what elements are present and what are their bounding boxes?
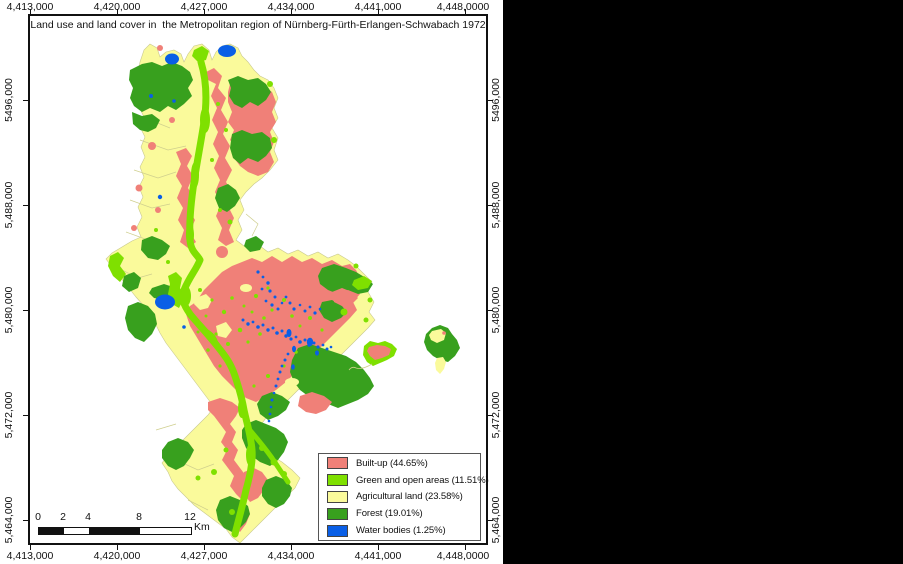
axis-tick bbox=[117, 545, 118, 550]
scalebar-segment bbox=[39, 528, 64, 534]
detached-settlement-piece bbox=[348, 341, 397, 371]
axis-label: 5,464,000 bbox=[3, 496, 15, 544]
green-open-patches bbox=[108, 46, 373, 515]
map-sheet: Land use and land cover in the Metropoli… bbox=[0, 0, 503, 564]
axis-label: 5,488,000 bbox=[3, 181, 15, 229]
legend-swatch bbox=[327, 457, 348, 470]
axis-tick bbox=[488, 100, 493, 101]
axis-tick bbox=[23, 205, 28, 206]
axis-tick bbox=[291, 9, 292, 14]
legend-item-builtup: Built-up (44.65%) bbox=[319, 456, 480, 471]
scalebar-tick-label: 4 bbox=[85, 511, 91, 523]
axis-tick bbox=[465, 545, 466, 550]
legend-swatch bbox=[327, 507, 348, 520]
axis-tick bbox=[23, 415, 28, 416]
axis-tick bbox=[117, 9, 118, 14]
legend-label: Agricultural land (23.58%) bbox=[356, 491, 463, 503]
axis-tick bbox=[204, 9, 205, 14]
axis-label: 4,448,0000 bbox=[436, 1, 490, 13]
legend: Built-up (44.65%) Green and open areas (… bbox=[318, 453, 489, 541]
scalebar-segment bbox=[140, 528, 191, 534]
scalebar-unit: Km bbox=[194, 521, 210, 533]
legend-item-water: Water bodies (1.25%) bbox=[319, 523, 480, 538]
water-features bbox=[149, 45, 333, 423]
legend-label: Green and open areas (11.51%) bbox=[356, 474, 489, 486]
legend-label: Water bodies (1.25%) bbox=[356, 525, 446, 537]
scalebar bbox=[38, 527, 192, 535]
axis-tick bbox=[23, 310, 28, 311]
axis-tick bbox=[488, 415, 493, 416]
axis-label: 5,480,000 bbox=[490, 286, 502, 334]
axis-label: 4,420,000 bbox=[93, 1, 141, 13]
scalebar-tick-label: 12 bbox=[184, 511, 196, 523]
legend-item-green-open: Green and open areas (11.51%) bbox=[319, 473, 489, 488]
axis-tick bbox=[23, 100, 28, 101]
axis-label: 5,472,000 bbox=[3, 391, 15, 439]
axis-tick bbox=[488, 205, 493, 206]
axis-tick bbox=[378, 545, 379, 550]
scalebar-segment bbox=[89, 528, 140, 534]
axis-tick bbox=[488, 310, 493, 311]
axis-tick bbox=[30, 545, 31, 550]
legend-swatch bbox=[327, 490, 348, 503]
axis-tick bbox=[465, 9, 466, 14]
axis-label: 4,427,000 bbox=[180, 550, 228, 562]
axis-tick bbox=[378, 9, 379, 14]
axis-label: 5496,000 bbox=[3, 78, 15, 122]
legend-label: Forest (19.01%) bbox=[356, 508, 423, 520]
axis-tick bbox=[23, 520, 28, 521]
axis-label: 4,441,000 bbox=[354, 550, 402, 562]
builtup-east-accents bbox=[298, 288, 358, 414]
map-frame bbox=[28, 14, 488, 545]
axis-tick bbox=[30, 9, 31, 14]
axis-tick bbox=[204, 545, 205, 550]
scalebar-tick-label: 8 bbox=[136, 511, 142, 523]
scalebar-tick-label: 0 bbox=[35, 511, 41, 523]
green-specks-urban bbox=[196, 286, 324, 388]
axis-label: 5,488,000 bbox=[490, 181, 502, 229]
axis-label: 5,464,000 bbox=[490, 496, 502, 544]
legend-swatch bbox=[327, 474, 348, 487]
axis-label: 4,441,000 bbox=[354, 1, 402, 13]
map-canvas bbox=[105, 43, 460, 544]
axis-label: 4,434,000 bbox=[267, 550, 315, 562]
legend-item-forest: Forest (19.01%) bbox=[319, 506, 480, 521]
axis-tick bbox=[291, 545, 292, 550]
axis-tick bbox=[488, 520, 493, 521]
axis-label: 4,413,000 bbox=[6, 550, 54, 562]
axis-label: 5496,000 bbox=[490, 78, 502, 122]
axis-label: 4,427,000 bbox=[180, 1, 228, 13]
scalebar-tick-label: 2 bbox=[60, 511, 66, 523]
axis-label: 4,420,000 bbox=[93, 550, 141, 562]
scalebar-segment bbox=[64, 528, 89, 534]
map-title: Land use and land cover in the Metropoli… bbox=[30, 19, 486, 31]
axis-label: 5,472,000 bbox=[490, 391, 502, 439]
eastern-island bbox=[424, 325, 460, 374]
agricultural-inliers bbox=[168, 284, 299, 386]
legend-swatch bbox=[327, 524, 348, 537]
axis-label: 5,480,000 bbox=[3, 286, 15, 334]
axis-label: 4,413,000 bbox=[6, 1, 54, 13]
legend-label: Built-up (44.65%) bbox=[356, 457, 428, 469]
axis-label: 4,434,000 bbox=[267, 1, 315, 13]
axis-label: 4,448,0000 bbox=[436, 550, 490, 562]
legend-item-agricultural: Agricultural land (23.58%) bbox=[319, 489, 480, 504]
